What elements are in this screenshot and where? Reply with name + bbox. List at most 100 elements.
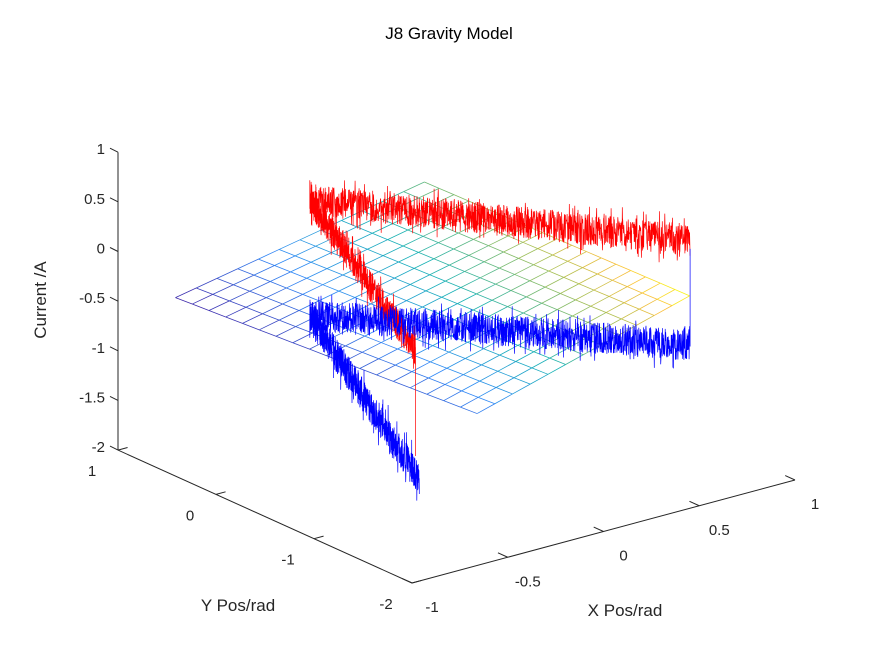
mesh-line xyxy=(306,277,323,286)
x-tick xyxy=(689,500,700,507)
mesh-line xyxy=(547,364,566,375)
mesh-line xyxy=(660,282,676,290)
mesh-line xyxy=(488,245,504,253)
mesh-line xyxy=(390,284,411,295)
mesh-line xyxy=(306,268,328,279)
x-tick xyxy=(401,578,413,584)
y-tick-label: -2 xyxy=(379,596,392,613)
mesh-line xyxy=(294,245,316,257)
mesh-line xyxy=(656,298,673,307)
mesh-line xyxy=(623,302,640,310)
mesh-line xyxy=(446,367,464,376)
mesh-line xyxy=(627,286,643,294)
mesh-line xyxy=(444,374,464,385)
z-tick xyxy=(109,346,119,352)
mesh-line xyxy=(623,292,643,304)
mesh-line xyxy=(582,257,602,268)
mesh-line xyxy=(310,252,332,263)
mesh-line xyxy=(253,265,275,276)
mesh-line xyxy=(578,283,595,291)
mesh-line xyxy=(249,290,267,298)
mesh-line xyxy=(359,358,379,369)
mesh-line xyxy=(483,348,500,356)
mesh-line xyxy=(492,229,509,237)
mesh-line xyxy=(578,273,598,285)
mesh-line xyxy=(621,308,640,320)
mesh-line xyxy=(413,268,430,276)
mesh-line xyxy=(590,305,607,313)
mesh-line xyxy=(425,290,442,298)
z-tick-label: 0.5 xyxy=(84,191,105,208)
mesh-line xyxy=(398,251,419,263)
y-tick xyxy=(313,535,324,540)
x-tick-label: -1 xyxy=(425,599,438,616)
mesh-line xyxy=(387,229,409,240)
mesh-line xyxy=(533,351,550,359)
mesh-line xyxy=(512,383,531,395)
mesh-line xyxy=(556,299,576,310)
mesh-line xyxy=(544,277,564,288)
mesh-line xyxy=(233,274,255,286)
mesh-line xyxy=(354,297,372,305)
mesh-line xyxy=(495,377,515,388)
mesh-line xyxy=(372,232,388,241)
mesh-line xyxy=(362,255,384,266)
mesh-line xyxy=(378,348,398,360)
mesh-line xyxy=(460,277,481,288)
mesh-line xyxy=(367,239,388,250)
mesh-line xyxy=(402,245,419,253)
mesh-line xyxy=(463,374,480,382)
mesh-line xyxy=(461,390,479,398)
mesh-line xyxy=(522,241,538,250)
mesh-line xyxy=(461,380,480,392)
mesh-line xyxy=(425,280,446,292)
mesh-line xyxy=(499,258,519,269)
mesh-line xyxy=(259,319,280,331)
mesh-line xyxy=(403,181,425,193)
mesh-line xyxy=(407,229,424,237)
mesh-line xyxy=(275,326,296,337)
mesh-line xyxy=(262,303,283,315)
z-tick-label: -1 xyxy=(92,340,105,357)
mesh-line xyxy=(638,298,658,310)
mesh-line xyxy=(621,318,637,326)
mesh-line xyxy=(460,396,479,408)
mesh-line xyxy=(444,384,462,392)
mesh-line xyxy=(402,235,424,247)
x-tick-label: 1 xyxy=(811,496,819,513)
z-tick xyxy=(109,296,119,302)
mesh-line xyxy=(513,377,531,385)
mesh-line xyxy=(572,305,591,317)
mesh-line xyxy=(597,273,613,281)
mesh-line xyxy=(495,274,515,285)
mesh-line xyxy=(548,270,564,278)
mesh-line xyxy=(245,306,263,315)
mesh-line xyxy=(418,242,439,253)
mesh-line xyxy=(514,264,534,275)
mesh-line xyxy=(192,303,210,311)
mesh-line xyxy=(346,248,368,260)
mesh-line xyxy=(422,235,439,244)
z-tick xyxy=(109,396,119,401)
mesh-line xyxy=(286,277,307,289)
mesh-line xyxy=(605,312,622,320)
mesh-line xyxy=(361,342,382,353)
mesh-line xyxy=(378,358,396,366)
mesh-line xyxy=(567,251,587,262)
x-tick-label: 0 xyxy=(619,548,627,565)
mesh-line xyxy=(445,280,462,288)
mesh-line xyxy=(563,277,580,285)
mesh-line xyxy=(290,261,312,273)
z-tick-label: -0.5 xyxy=(79,290,105,307)
mesh-line xyxy=(196,287,213,295)
mesh-line xyxy=(476,283,496,295)
mesh-line xyxy=(549,357,566,365)
mesh-line xyxy=(382,191,404,202)
mesh-line xyxy=(537,238,558,249)
mesh-line xyxy=(478,387,497,398)
mesh-line xyxy=(537,248,553,256)
mesh-line xyxy=(510,280,531,291)
mesh-line xyxy=(411,361,431,372)
mesh-line xyxy=(351,242,368,250)
mesh-line xyxy=(315,245,332,253)
